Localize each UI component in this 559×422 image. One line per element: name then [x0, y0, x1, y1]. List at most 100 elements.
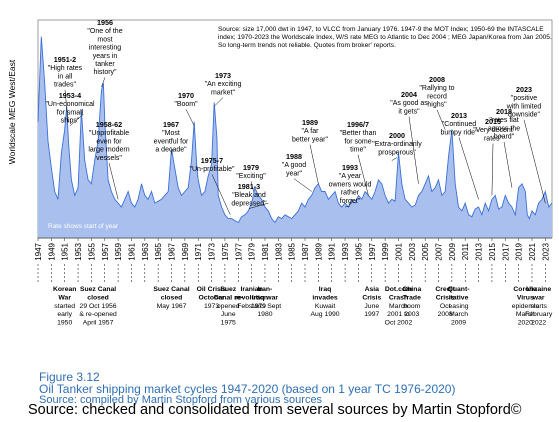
event-text: epidemic — [512, 303, 540, 310]
event-text: February — [525, 311, 553, 318]
x-tick-label: 1999 — [381, 242, 390, 260]
figure-title: Oil Tanker shipping market cycles 1947-2… — [39, 382, 456, 396]
event-text: China — [402, 286, 421, 293]
annotation-text: eventful for — [154, 138, 189, 145]
annotation-leader — [64, 89, 69, 122]
annotation-text: history" — [93, 69, 117, 76]
event-text: Asia — [365, 286, 380, 293]
annotation-text: 1951-2 — [54, 55, 76, 64]
event-text: Crisis — [436, 294, 455, 301]
annotation-text: 1989 — [302, 118, 318, 127]
event-text: 1997 — [364, 311, 379, 318]
event-text: Oil Crisis — [197, 286, 227, 293]
event-text: 29 Oct 1956 — [80, 303, 117, 310]
event-text: Iraq — [319, 286, 331, 293]
annotation-text: "Exciting" — [236, 173, 266, 180]
annotation-text: "Most — [162, 130, 180, 137]
event-text: & re-opened — [79, 311, 117, 318]
x-tick-label: 1965 — [154, 242, 163, 260]
annotation-text: 2000 — [389, 131, 405, 140]
annotation-leader — [170, 148, 174, 155]
annotation-text: 1973 — [215, 71, 231, 80]
annotation-text: "High rates — [48, 65, 83, 72]
event-text: Iran- — [258, 286, 273, 293]
annotation-text: 1979 — [243, 163, 259, 172]
annotation-text: market" — [211, 89, 235, 96]
event-text: 2001 to — [387, 311, 410, 318]
x-tick-label: 1995 — [354, 242, 363, 260]
event-text: Dot.com — [385, 286, 412, 293]
event-text: 2020 — [518, 320, 533, 327]
annotation-text: "rates flat — [489, 117, 518, 124]
event-text: Credit — [435, 286, 455, 293]
event-text: Korean — [53, 286, 76, 293]
event-text: 1980 — [257, 311, 272, 318]
x-tick-label: 2013 — [475, 242, 484, 260]
annotation-text: 2018 — [496, 107, 512, 116]
annotation-leader — [408, 116, 419, 184]
x-tick-label: 1967 — [168, 242, 177, 260]
event-text: Suez Canal — [153, 286, 189, 293]
annotation-leader — [250, 181, 254, 192]
annotation-text: with limited — [506, 103, 542, 110]
annotation-text: board" — [494, 134, 515, 141]
x-tick-label: 1975 — [221, 242, 230, 260]
event-text: Ukraine — [526, 286, 551, 293]
event-text: Iraq war — [252, 294, 278, 301]
annotation-text: 1975-7 — [201, 156, 223, 165]
source-note-box: Source: size 17,000 dwt in 1947, to VLCC… — [218, 26, 552, 49]
event-text: June — [364, 303, 379, 310]
annotation-text: "Very decent — [473, 127, 513, 134]
event-text: October — [199, 294, 225, 301]
event-text: Aug 1990 — [310, 311, 339, 318]
annotation-leader — [108, 162, 119, 200]
annotation-1979: 1979"Exciting" — [236, 163, 266, 192]
annotation-text: years in — [93, 53, 118, 60]
annotation-leader — [345, 205, 351, 208]
annotation-text: "A year — [339, 173, 362, 180]
event-text: opened — [217, 303, 240, 310]
annotation-leader — [503, 141, 513, 188]
annotation-text: for some — [344, 138, 371, 145]
x-tick-label: 2021 — [528, 242, 537, 260]
annotation-text: better year" — [292, 136, 328, 143]
event-text: closed — [87, 294, 109, 301]
annotation-text: "Rallying to — [419, 85, 454, 92]
annotation-text: 1953-4 — [59, 91, 81, 100]
x-tick-label: 1957 — [101, 242, 110, 260]
x-tick-label: 2001 — [394, 242, 403, 260]
tanker-cycle-chart: 1947 1949 1951 1953 1955 1957 1959 1961 1963 1965… — [7, 18, 553, 327]
event-text: March — [449, 311, 468, 318]
annotation-1975-7: 1975-7"Un-profitable" — [189, 156, 235, 215]
annotation-text: bumpy ride" — [440, 129, 478, 136]
annotation-text: 1996/7 — [347, 120, 369, 129]
x-tick-label: 1947 — [34, 242, 43, 260]
event-text: early — [57, 311, 72, 318]
annotation-text: "A far — [302, 128, 320, 135]
x-tick-label: 1993 — [341, 242, 350, 260]
event-text: started — [54, 303, 75, 310]
annotation-leader — [185, 109, 195, 126]
x-tick-label: 1949 — [47, 242, 56, 260]
series-area-0 — [38, 36, 552, 238]
x-tick-label: 2009 — [448, 242, 457, 260]
annotation-text: 1967 — [163, 120, 179, 129]
annotation-text: most — [97, 36, 112, 43]
x-tick-label: 1997 — [368, 242, 377, 260]
annotation-text: a decade" — [155, 147, 187, 154]
x-tick-label: 1987 — [301, 242, 310, 260]
event-text: Oct 2002 — [385, 320, 413, 327]
event-text: Feb 1979 — [237, 303, 266, 310]
